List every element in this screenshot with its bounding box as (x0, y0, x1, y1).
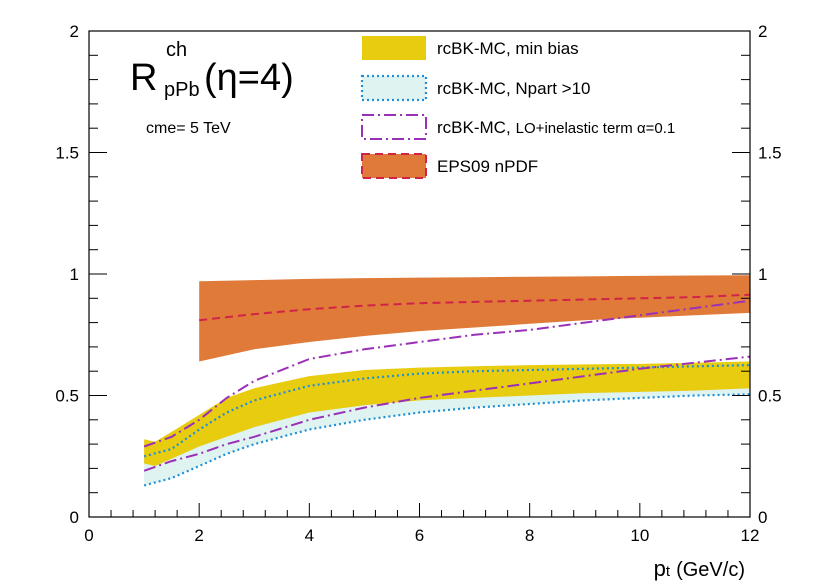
y-left-tick-label: 2 (70, 22, 79, 41)
x-axis-title-p: p (654, 556, 666, 581)
y-right-tick-label: 0.5 (758, 387, 782, 406)
legend-swatch-minbias (362, 36, 426, 60)
title-R: R (130, 57, 157, 99)
legend-label-eps09: EPS09 nPDF (437, 157, 538, 176)
x-tick-label: 10 (630, 526, 649, 545)
title-subscript: pPb (164, 79, 200, 101)
y-right-tick-label: 1.5 (758, 144, 782, 163)
x-axis-title-units: (GeV/c) (676, 559, 745, 581)
x-axis-title: pt (GeV/c) (654, 556, 745, 581)
x-tick-label: 0 (84, 526, 93, 545)
legend-label-lo-main: rcBK-MC, (437, 118, 511, 137)
x-tick-label: 2 (194, 526, 203, 545)
x-axis-title-sub: t (666, 563, 671, 580)
y-left-tick-label: 0.5 (55, 387, 79, 406)
legend-label-lo-inelastic: rcBK-MC, LO+inelastic term α=0.1 (437, 118, 675, 137)
legend-label-lo-rest: LO+inelastic term α=0.1 (516, 120, 676, 137)
legend-label-minbias: rcBK-MC, min bias (437, 39, 579, 58)
legend-swatch-lo-inelastic (361, 114, 427, 140)
eps09-band (199, 275, 750, 362)
title-superscript: ch (166, 39, 187, 61)
x-tick-label: 8 (525, 526, 534, 545)
title-suffix: (η=4) (204, 57, 294, 99)
y-right-tick-label: 1 (758, 265, 767, 284)
y-right-tick-label: 0 (758, 508, 767, 527)
legend-swatch-npart (360, 74, 428, 102)
legend-label-npart: rcBK-MC, Npart >10 (437, 79, 591, 98)
x-tick-label: 4 (305, 526, 314, 545)
y-left-tick-label: 1.5 (55, 144, 79, 163)
y-left-tick-label: 1 (70, 265, 79, 284)
lo-inelastic-upper-line (143, 299, 751, 448)
y-left-tick-label: 0 (70, 508, 79, 527)
x-tick-label: 6 (415, 526, 424, 545)
y-right-tick-label: 2 (758, 22, 767, 41)
minbias-band (144, 361, 751, 466)
legend-swatch-eps09 (361, 153, 427, 179)
x-tick-label: 12 (741, 526, 760, 545)
cme-annotation: cme= 5 TeV (146, 120, 231, 137)
eps09-central-line (199, 293, 751, 322)
